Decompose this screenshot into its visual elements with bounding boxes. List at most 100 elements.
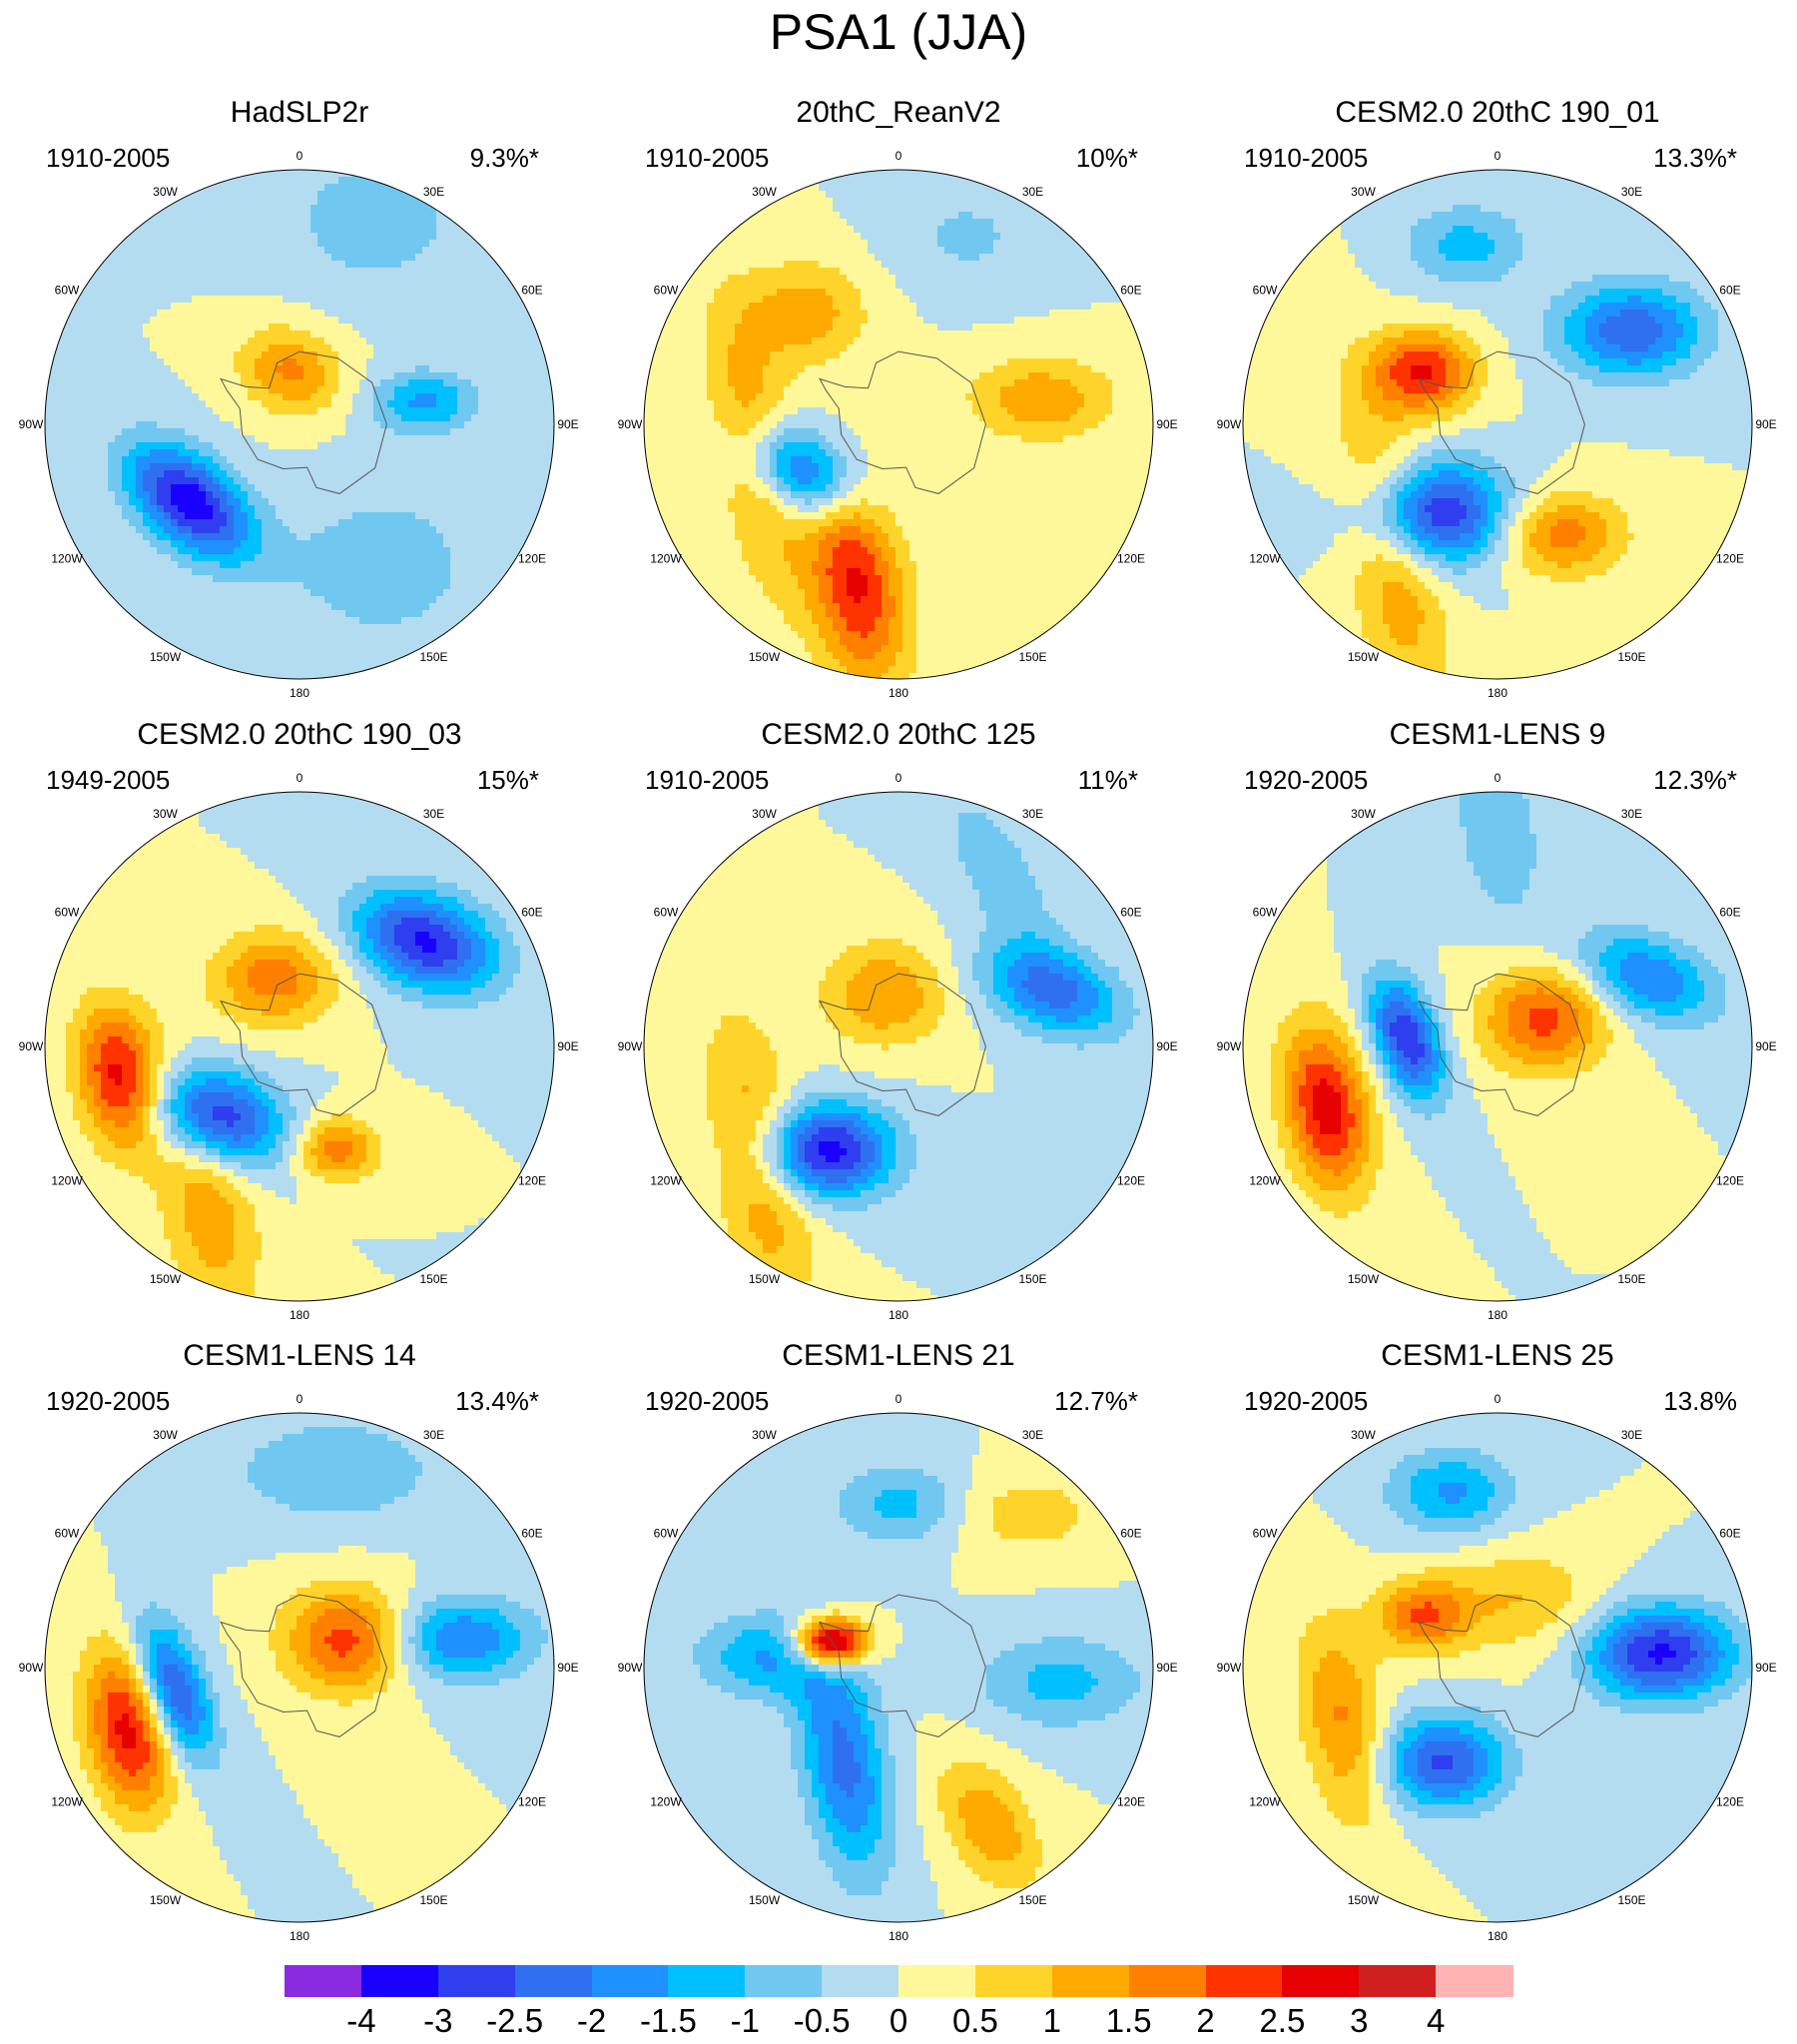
field-cell: [548, 303, 554, 311]
field-cell: [429, 561, 437, 569]
field-cell: [359, 198, 367, 206]
field-cell: [283, 351, 291, 359]
field-cell: [122, 317, 130, 325]
field-cell: [213, 240, 221, 248]
field-cell: [436, 638, 444, 646]
field-cell: [394, 219, 402, 227]
field-cell: [94, 491, 102, 499]
field-cell: [241, 219, 249, 227]
field-cell: [122, 617, 130, 625]
field-cell: [352, 351, 360, 359]
field-cell: [303, 547, 311, 555]
field-cell: [415, 282, 423, 290]
field-cell: [171, 205, 179, 213]
field-cell: [248, 233, 256, 241]
field-cell: [352, 470, 360, 478]
field-cell: [185, 261, 193, 269]
field-cell: [248, 603, 256, 611]
field-cell: [429, 226, 437, 234]
field-cell: [366, 344, 374, 352]
field-cell: [527, 386, 535, 394]
field-cell: [485, 275, 493, 283]
field-cell: [150, 358, 158, 366]
field-cell: [520, 505, 528, 513]
field-cell: [241, 456, 249, 464]
field-cell: [471, 526, 479, 534]
field-cell: [450, 344, 458, 352]
field-cell: [534, 617, 542, 625]
field-cell: [234, 268, 242, 276]
field-cell: [164, 247, 172, 255]
field-cell: [352, 324, 360, 332]
field-cell: [303, 449, 311, 457]
field-cell: [345, 212, 353, 220]
field-cell: [310, 428, 318, 436]
field-cell: [464, 470, 472, 478]
field-cell: [499, 289, 507, 297]
field-cell: [101, 379, 109, 387]
field-cell: [366, 247, 374, 255]
field-cell: [394, 421, 402, 429]
field-cell: [345, 289, 353, 297]
field-cell: [129, 435, 137, 443]
field-cell: [387, 442, 395, 450]
field-cell: [520, 435, 528, 443]
field-cell: [401, 212, 409, 220]
field-cell: [422, 261, 430, 269]
field-cell: [345, 477, 353, 485]
field-cell: [297, 226, 304, 234]
field-cell: [248, 310, 256, 318]
field-cell: [213, 184, 221, 192]
field-cell: [366, 170, 374, 178]
field-cell: [136, 456, 144, 464]
field-cell: [352, 442, 360, 450]
field-cell: [66, 540, 74, 548]
field-cell: [499, 484, 507, 492]
field-cell: [52, 484, 60, 492]
field-cell: [303, 498, 311, 506]
field-cell: [185, 233, 193, 241]
field-cell: [80, 568, 88, 576]
field-cell: [66, 463, 74, 471]
field-cell: [352, 603, 360, 611]
field-cell: [303, 428, 311, 436]
field-cell: [499, 344, 507, 352]
field-cell: [59, 533, 67, 541]
field-cell: [262, 372, 270, 380]
field-cell: [101, 414, 109, 422]
field-cell: [178, 547, 186, 555]
field-cell: [436, 240, 444, 248]
field-cell: [101, 610, 109, 618]
field-cell: [408, 317, 416, 325]
field-cell: [101, 596, 109, 604]
field-cell: [387, 254, 395, 262]
field-cell: [192, 540, 200, 548]
field-cell: [185, 428, 193, 436]
field-cell: [394, 275, 402, 283]
field-cell: [352, 184, 360, 192]
field-cell: [115, 303, 123, 311]
field-cell: [380, 212, 388, 220]
field-cell: [122, 191, 130, 199]
field-cell: [45, 407, 53, 415]
field-cell: [408, 526, 416, 534]
field-cell: [520, 226, 528, 234]
field-cell: [248, 338, 256, 345]
field-cell: [178, 324, 186, 332]
field-cell: [227, 631, 235, 639]
field-cell: [164, 428, 172, 436]
field-cell: [73, 582, 81, 590]
field-cell: [262, 498, 270, 506]
field-cell: [317, 372, 325, 380]
field-cell: [297, 414, 304, 422]
field-cell: [415, 254, 423, 262]
field-cell: [94, 338, 102, 345]
field-cell: [234, 456, 242, 464]
field-cell: [87, 526, 95, 534]
field-cell: [485, 407, 493, 415]
field-cell: [352, 624, 360, 632]
field-cell: [227, 526, 235, 534]
field-cell: [150, 547, 158, 555]
field-cell: [45, 331, 53, 339]
field-cell: [373, 505, 381, 513]
